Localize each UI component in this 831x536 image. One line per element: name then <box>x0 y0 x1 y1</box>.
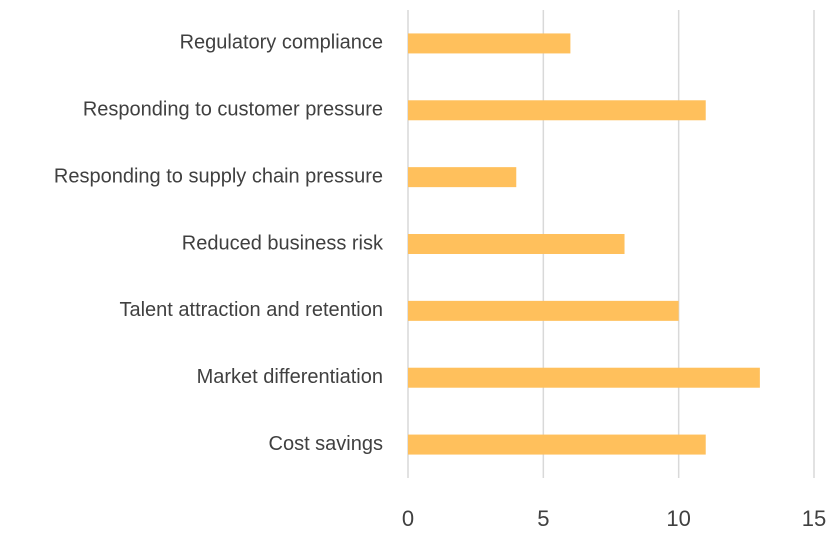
bar <box>408 167 517 188</box>
y-tick-label: Responding to customer pressure <box>83 99 383 121</box>
x-tick-label: 0 <box>402 506 414 531</box>
y-tick-label: Market differentiation <box>197 366 383 388</box>
y-tick-label: Regulatory compliance <box>180 32 383 54</box>
x-tick-label: 10 <box>666 506 690 531</box>
y-tick-label: Cost savings <box>269 433 384 455</box>
y-tick-label: Reduced business risk <box>182 232 384 254</box>
bar <box>408 100 706 121</box>
x-tick-label: 5 <box>537 506 549 531</box>
bar <box>408 300 679 321</box>
y-tick-label: Responding to supply chain pressure <box>54 165 383 187</box>
bar <box>408 234 625 254</box>
bar <box>408 367 760 388</box>
x-tick-label: 15 <box>802 506 826 531</box>
bar <box>408 33 571 54</box>
bar <box>408 434 706 455</box>
y-tick-label: Talent attraction and retention <box>119 299 383 321</box>
